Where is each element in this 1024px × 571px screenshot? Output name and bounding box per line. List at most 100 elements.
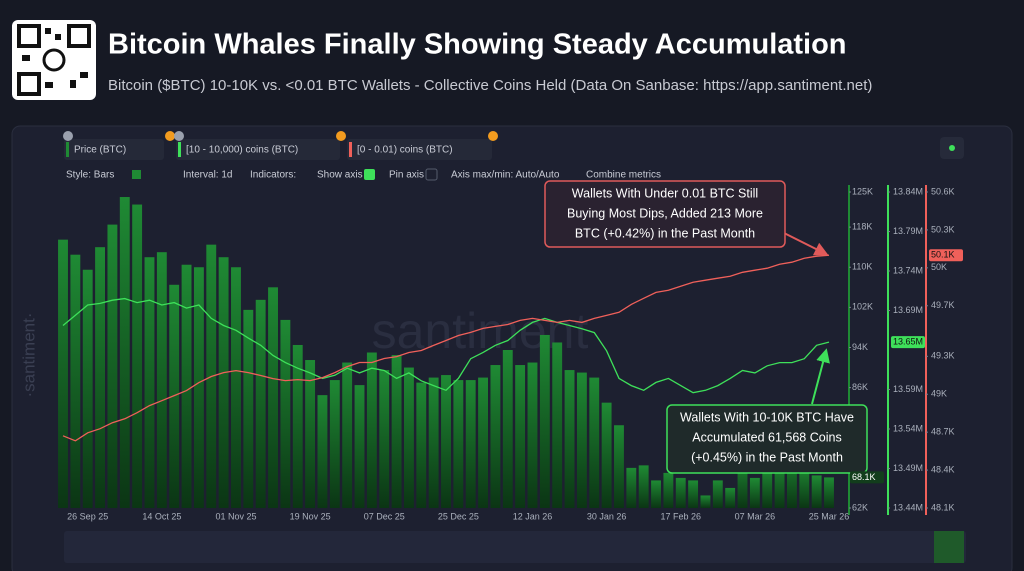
bitcoin-icon <box>165 131 175 141</box>
lock-icon[interactable] <box>174 131 184 141</box>
bar <box>193 267 204 508</box>
y-tick-label: 13.59M <box>893 384 923 394</box>
side-watermark: ·santiment· <box>19 312 38 397</box>
range-navigator[interactable] <box>64 531 966 563</box>
y-tick-label: 13.79M <box>893 226 923 236</box>
y-tick-label: 49K <box>931 389 947 399</box>
legend-chip[interactable] <box>176 139 340 160</box>
legend-swatch <box>66 142 69 157</box>
combine-metrics-button[interactable]: Combine metrics <box>586 170 661 181</box>
style-select[interactable]: Style: Bars <box>66 170 114 181</box>
bar <box>490 365 501 508</box>
x-tick-label: 14 Oct 25 <box>142 511 181 521</box>
bar <box>329 380 340 508</box>
legend-chip[interactable] <box>64 139 164 160</box>
bar <box>119 197 130 508</box>
bar <box>799 465 810 508</box>
y-tick-label: 49.3K <box>931 351 955 361</box>
bar <box>379 370 390 508</box>
annotation-text: Buying Most Dips, Added 213 More <box>567 206 763 220</box>
bar <box>132 204 143 509</box>
bar <box>762 467 773 508</box>
bar <box>416 382 427 508</box>
bar <box>243 309 254 508</box>
x-tick-label: 25 Dec 25 <box>438 511 479 521</box>
y-tick-label: 13.54M <box>893 423 923 433</box>
bar <box>144 257 155 508</box>
y-tick-label: 94K <box>852 342 868 352</box>
pin-axis-checkbox[interactable] <box>425 168 438 181</box>
bar <box>280 319 291 508</box>
bar <box>626 467 637 508</box>
y-tick-label: 50K <box>931 262 947 272</box>
y-tick-label: 125K <box>852 186 873 196</box>
bar <box>515 365 526 508</box>
bar <box>231 267 241 508</box>
bar <box>527 362 538 508</box>
indicators-select[interactable]: Indicators: <box>250 170 296 181</box>
x-tick-label: 19 Nov 25 <box>290 511 331 521</box>
bar <box>675 477 686 508</box>
value-badge <box>891 336 925 349</box>
bar <box>305 360 316 508</box>
legend-chip[interactable] <box>347 139 492 160</box>
x-tick-label: 01 Nov 25 <box>215 511 256 521</box>
subtitle: Bitcoin ($BTC) 10-10K vs. <0.01 BTC Wall… <box>108 77 872 94</box>
bar <box>811 475 822 508</box>
bar <box>478 377 489 508</box>
bar <box>441 375 451 508</box>
x-tick-label: 07 Dec 25 <box>364 511 405 521</box>
bar <box>95 247 106 508</box>
series-line <box>62 254 830 442</box>
bar <box>601 402 612 508</box>
status-dot <box>949 145 955 151</box>
y-tick-label: 13.44M <box>893 502 923 512</box>
bar <box>107 224 118 508</box>
title: Bitcoin Whales Finally Showing Steady Ac… <box>108 29 847 61</box>
bar <box>824 477 834 508</box>
bar <box>589 377 600 508</box>
bar <box>366 352 377 508</box>
bar <box>774 462 785 508</box>
annotation-text: Accumulated 61,568 Coins <box>692 430 841 444</box>
bar <box>564 370 575 508</box>
legend-swatch <box>178 142 181 157</box>
lock-icon[interactable] <box>63 131 73 141</box>
annotation-text: Wallets With Under 0.01 BTC Still <box>572 186 758 200</box>
x-tick-label: 30 Jan 26 <box>587 511 627 521</box>
bar <box>786 452 797 508</box>
y-tick-label: 13.69M <box>893 305 923 315</box>
legend: Price (BTC) [10 - 10,000) coins (BTC) [0… <box>63 131 964 160</box>
show-axis-checkbox[interactable] <box>364 169 375 180</box>
annotation-arrow <box>811 348 830 405</box>
bar <box>156 252 167 508</box>
y-tick-label: 62K <box>852 502 868 512</box>
toolbar: Style: Bars Interval: 1d Indicators: Sho… <box>66 168 661 181</box>
range-selection[interactable] <box>934 531 964 563</box>
bitcoin-icon <box>336 131 346 141</box>
bar <box>70 254 81 508</box>
annotation-box <box>666 404 868 474</box>
bar <box>292 344 303 508</box>
axis-range-select[interactable]: Axis max/min: Auto/Auto <box>451 170 560 181</box>
bar <box>169 284 180 508</box>
bar <box>453 380 464 508</box>
y-tick-label: 48.7K <box>931 427 955 437</box>
legend-label: Price (BTC) <box>74 145 126 156</box>
annotation-text: Wallets With 10-10K BTC Have <box>680 410 854 424</box>
annotation-box <box>544 180 786 248</box>
x-tick-label: 26 Sep 25 <box>67 511 108 521</box>
value-label: 13.65M <box>893 336 923 346</box>
bar <box>428 377 439 508</box>
interval-select[interactable]: Interval: 1d <box>183 170 232 181</box>
y-tick-label: 49.7K <box>931 300 955 310</box>
bar <box>700 495 711 508</box>
y-tick-label: 50.3K <box>931 224 955 234</box>
qr-code <box>12 20 96 100</box>
annotation-text: BTC (+0.42%) in the Past Month <box>575 226 755 240</box>
x-tick-label: 12 Jan 26 <box>513 511 553 521</box>
color-picker[interactable] <box>132 170 141 179</box>
bar <box>391 355 402 508</box>
bar <box>255 299 266 508</box>
